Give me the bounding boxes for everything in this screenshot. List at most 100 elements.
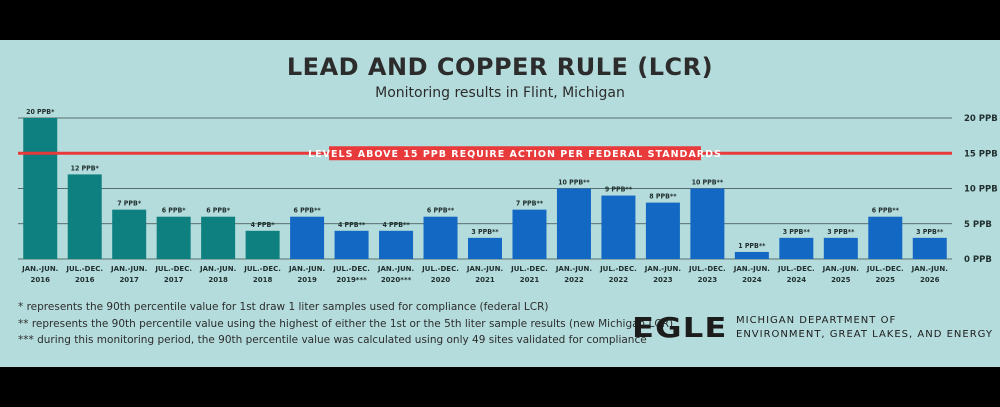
- bar: [868, 216, 903, 259]
- data-label: 1 PPB**: [738, 242, 766, 250]
- x-tick-label: JUL.-DEC.: [421, 265, 459, 273]
- x-tick-label: JAN.-JUN.: [21, 265, 58, 273]
- x-tick-label: JUL.-DEC.: [332, 265, 370, 273]
- x-tick-label: JUL.-DEC.: [599, 265, 637, 273]
- footnotes: * represents the 90th percentile value f…: [18, 299, 673, 349]
- x-tick-label: 2017: [164, 276, 184, 284]
- x-tick-label: 2018: [208, 276, 228, 284]
- x-tick-label: 2024: [742, 276, 762, 284]
- y-tick-label: 10 PPB: [964, 185, 998, 195]
- x-tick-label: 2019***: [336, 276, 367, 284]
- y-tick-label: 5 PPB: [964, 220, 992, 230]
- data-label: 9 PPB**: [605, 186, 633, 194]
- data-label: 4 PPB*: [251, 221, 276, 229]
- x-tick-label: 2025: [876, 276, 896, 284]
- x-tick-label: JAN.-JUN.: [733, 265, 770, 273]
- x-tick-label: 2020***: [381, 276, 412, 284]
- bar: [290, 216, 325, 259]
- x-tick-label: JUL.-DEC.: [777, 265, 815, 273]
- footnote-2: ** represents the 90th percentile value …: [18, 317, 674, 330]
- data-label: 20 PPB*: [26, 108, 55, 116]
- data-label: 6 PPB**: [294, 207, 322, 215]
- data-label: 6 PPB**: [427, 207, 455, 215]
- data-label: 3 PPB**: [827, 228, 855, 236]
- data-label: 6 PPB*: [206, 207, 231, 215]
- reference-label-box: [329, 146, 701, 161]
- data-label: 4 PPB**: [338, 221, 366, 229]
- bar: [23, 118, 58, 259]
- chart-subtitle: Monitoring results in Flint, Michigan: [375, 85, 625, 101]
- x-tick-label: 2023: [698, 276, 718, 284]
- x-tick-label: JAN.-JUN.: [822, 265, 859, 273]
- x-tick-label: 2017: [119, 276, 139, 284]
- data-label: 10 PPB**: [692, 179, 724, 187]
- agency-name-line-1: MICHIGAN DEPARTMENT OF: [736, 315, 897, 326]
- x-tick-label: JUL.-DEC.: [510, 265, 548, 273]
- agency-name-line-2: ENVIRONMENT, GREAT LAKES, AND ENERGY: [736, 329, 993, 340]
- x-tick-label: 2018: [253, 276, 273, 284]
- egle-logo: EGLE: [632, 311, 728, 344]
- bar: [245, 230, 280, 259]
- bar: [156, 216, 191, 259]
- bar: [601, 195, 636, 259]
- x-tick-label: 2019: [297, 276, 317, 284]
- data-label: 4 PPB**: [382, 221, 410, 229]
- data-label: 6 PPB*: [162, 207, 187, 215]
- x-tick-label: 2026: [920, 276, 940, 284]
- bar: [468, 237, 502, 259]
- x-tick-label: 2020: [431, 276, 451, 284]
- bar: [112, 209, 147, 259]
- data-label: 3 PPB**: [471, 228, 499, 236]
- footnote-1: * represents the 90th percentile value f…: [18, 301, 549, 313]
- bar: [334, 230, 369, 259]
- x-tick-label: JUL.-DEC.: [154, 265, 192, 273]
- x-tick-label: JAN.-JUN.: [555, 265, 592, 273]
- y-tick-label: 0 PPB: [964, 255, 992, 265]
- x-tick-label: JUL.-DEC.: [65, 265, 103, 273]
- bar: [690, 188, 725, 259]
- x-tick-label: 2022: [564, 276, 584, 284]
- bar: [779, 237, 814, 259]
- x-tick-label: 2023: [653, 276, 673, 284]
- data-label: 7 PPB**: [516, 200, 544, 208]
- agency-name: MICHIGAN DEPARTMENT OF ENVIRONMENT, GREA…: [736, 314, 993, 342]
- lead-bar-chart: 0 PPB 5 PPB 10 PPB 15 PPB 20 PPB 20 PPB* JAN.-…: [18, 108, 998, 284]
- x-tick-label: JAN.-JUN.: [644, 265, 681, 273]
- x-tick-label: 2016: [30, 276, 50, 284]
- bar: [734, 251, 769, 259]
- data-label: 8 PPB**: [649, 193, 677, 201]
- x-tick-label: 2016: [75, 276, 95, 284]
- x-tick-label: 2024: [787, 276, 807, 284]
- bar: [423, 216, 458, 259]
- infographic-panel: LEAD AND COPPER RULE (LCR) Monitoring re…: [0, 40, 1000, 367]
- bar: [823, 237, 858, 259]
- data-label: 10 PPB**: [558, 179, 590, 187]
- x-tick-label: JAN.-JUN.: [377, 265, 414, 273]
- bar: [645, 202, 680, 259]
- x-tick-label: JUL.-DEC.: [243, 265, 281, 273]
- data-label: 6 PPB**: [872, 207, 900, 215]
- y-tick-label: 20 PPB: [964, 114, 998, 124]
- x-tick-label: JAN.-JUN.: [911, 265, 948, 273]
- x-tick-label: JAN.-JUN.: [288, 265, 325, 273]
- bar: [912, 237, 947, 259]
- x-tick-label: 2021: [475, 276, 495, 284]
- bar: [556, 188, 591, 259]
- bar: [379, 230, 414, 259]
- x-tick-label: 2025: [831, 276, 851, 284]
- bar: [512, 209, 547, 259]
- x-tick-label: JUL.-DEC.: [866, 265, 904, 273]
- data-label: 12 PPB*: [71, 164, 100, 172]
- x-tick-label: 2022: [609, 276, 629, 284]
- reference-label: LEVELS ABOVE 15 PPB REQUIRE ACTION PER F…: [308, 149, 722, 160]
- x-tick-label: JAN.-JUN.: [110, 265, 147, 273]
- x-tick-label: JAN.-JUN.: [466, 265, 503, 273]
- chart-title: LEAD AND COPPER RULE (LCR): [286, 53, 714, 81]
- x-tick-label: 2021: [520, 276, 540, 284]
- bar: [67, 174, 102, 259]
- data-label: 3 PPB**: [783, 228, 811, 236]
- footnote-3: *** during this monitoring period, the 9…: [18, 334, 647, 346]
- x-tick-label: JUL.-DEC.: [688, 265, 726, 273]
- data-label: 3 PPB**: [916, 228, 944, 236]
- x-tick-label: JAN.-JUN.: [199, 265, 236, 273]
